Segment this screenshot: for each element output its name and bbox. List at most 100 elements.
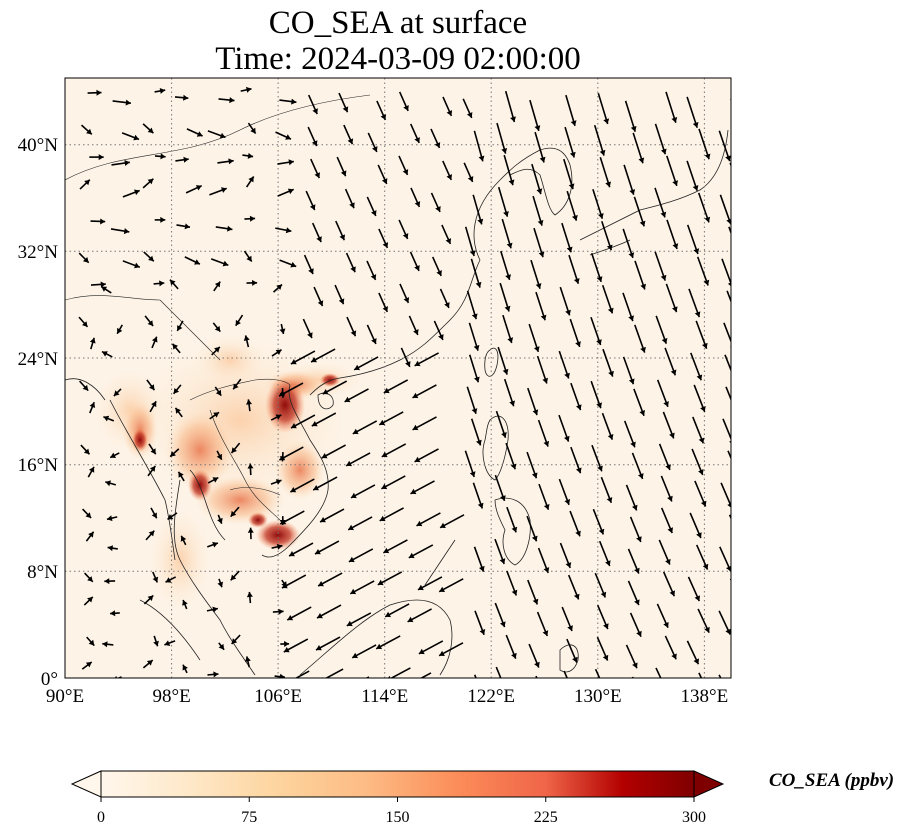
wind-vector-arrowhead <box>376 643 383 650</box>
map-subtitle: Time: 2024-03-09 02:00:00 <box>215 41 581 77</box>
wind-vector-shaft <box>632 132 644 164</box>
wind-vector-arrowhead <box>638 473 644 479</box>
wind-vector-arrowhead <box>82 321 88 327</box>
wind-vector-arrowhead <box>605 560 611 566</box>
wind-vector-arrowhead <box>85 512 92 518</box>
wind-vector-arrowhead <box>89 337 96 344</box>
wind-vector-arrowhead <box>479 565 485 572</box>
wind-vector-arrowhead <box>572 215 578 221</box>
wind-vector-arrowhead <box>275 479 282 485</box>
wind-vector-arrowhead <box>736 187 742 193</box>
wind-vector-shaft <box>697 192 710 223</box>
wind-vector-arrowhead <box>388 675 391 678</box>
wind-vector-arrowhead <box>533 346 540 352</box>
wind-vector-arrowhead <box>107 545 113 552</box>
wind-vector-arrowhead <box>100 218 106 225</box>
wind-vector-shaft <box>688 288 701 318</box>
wind-vector-arrowhead <box>413 329 419 335</box>
wind-vector-shaft <box>698 672 703 678</box>
wind-vector-arrowhead <box>350 588 357 595</box>
wind-vector-shaft <box>727 450 731 461</box>
wind-vector-arrowhead <box>663 401 669 407</box>
wind-vector-arrowhead <box>414 456 421 463</box>
wind-vector-arrowhead <box>89 466 95 473</box>
wind-vector-arrowhead <box>385 611 391 618</box>
wind-vector-shaft <box>730 642 731 645</box>
wind-vector-arrowhead <box>564 372 570 379</box>
wind-vector-arrowhead <box>382 306 388 312</box>
wind-vector-arrowhead <box>350 266 356 273</box>
wind-vector-arrowhead <box>285 134 291 140</box>
wind-vector-arrowhead <box>507 337 514 343</box>
wind-vector-arrowhead <box>572 656 578 663</box>
wind-vector-arrowhead <box>212 606 218 613</box>
wind-vector-arrowhead <box>608 370 614 377</box>
wind-vector-arrowhead <box>96 89 102 96</box>
wind-vector-arrowhead <box>508 179 515 186</box>
wind-vector-arrowhead <box>600 591 607 598</box>
wind-vector-arrowhead <box>159 88 166 94</box>
wind-vector-arrowhead <box>288 159 294 166</box>
wind-vector-arrowhead <box>195 185 202 191</box>
wind-vector-arrowhead <box>352 428 359 435</box>
x-tick-label: 122°E <box>467 686 515 707</box>
wind-vector-arrowhead <box>570 120 577 126</box>
wind-vector-shaft <box>565 94 576 127</box>
wind-vector-arrowhead <box>478 155 485 162</box>
wind-vector-arrowhead <box>573 278 580 284</box>
wind-vector-arrowhead <box>434 142 441 148</box>
wind-vector-shaft <box>718 130 731 162</box>
wind-vector-arrowhead <box>172 343 178 350</box>
wind-vector-arrowhead <box>289 551 295 557</box>
wind-vector-arrowhead <box>352 652 358 659</box>
wind-vector-arrowhead <box>435 206 441 212</box>
wind-vector-shaft <box>534 131 545 163</box>
wind-vector-shaft <box>496 122 507 154</box>
wind-vector-arrowhead <box>539 156 546 163</box>
wind-vector-arrowhead <box>165 577 172 583</box>
wind-vectors <box>78 86 742 678</box>
wind-vector-arrowhead <box>184 223 190 230</box>
wind-vector-arrowhead <box>700 500 707 507</box>
wind-vector-arrowhead <box>542 377 548 384</box>
wind-vector-arrowhead <box>235 319 241 326</box>
wind-vector-shaft <box>497 186 509 217</box>
wind-vector-arrowhead <box>628 252 635 258</box>
wind-vector-arrowhead <box>339 234 345 241</box>
wind-vector-arrowhead <box>606 244 613 251</box>
wind-vector-shaft <box>599 156 611 188</box>
wind-vector-arrowhead <box>569 151 576 158</box>
wind-vector-arrowhead <box>150 448 156 455</box>
wind-vector-arrowhead <box>439 650 445 656</box>
wind-vector-arrowhead <box>636 536 642 542</box>
wind-vector-shaft <box>495 666 502 678</box>
wind-vector-arrowhead <box>698 437 705 444</box>
wind-vector-arrowhead <box>284 641 290 647</box>
wind-vector-arrowhead <box>474 376 480 383</box>
wind-vector-arrowhead <box>159 280 165 287</box>
wind-vector-arrowhead <box>180 535 187 542</box>
wind-vector-arrowhead <box>737 660 742 666</box>
wind-vector-shaft <box>503 154 514 186</box>
wind-vector-arrowhead <box>371 338 377 344</box>
wind-vector-arrowhead <box>672 306 678 313</box>
wind-vector-arrowhead <box>531 472 538 479</box>
wind-vector-shaft <box>729 578 731 582</box>
wind-vector-arrowhead <box>125 99 131 106</box>
wind-vector-arrowhead <box>535 283 542 289</box>
wind-vector-arrowhead <box>123 228 130 235</box>
wind-vector-arrowhead <box>110 610 116 617</box>
y-tick-label: 40°N <box>18 135 59 156</box>
wind-vector-arrowhead <box>344 396 351 403</box>
wind-vector-arrowhead <box>597 465 603 472</box>
wind-vector-arrowhead <box>231 638 238 644</box>
wind-vector-arrowhead <box>84 179 90 186</box>
wind-vector-arrowhead <box>110 452 116 458</box>
wind-vector-arrowhead <box>403 297 410 303</box>
wind-vector-arrowhead <box>575 530 581 537</box>
wind-vector-arrowhead <box>693 658 699 665</box>
x-tick-label: 138°E <box>681 686 729 707</box>
wind-vector-arrowhead <box>280 519 287 525</box>
wind-vector-arrowhead <box>704 216 711 223</box>
wind-vector-arrowhead <box>164 640 171 646</box>
